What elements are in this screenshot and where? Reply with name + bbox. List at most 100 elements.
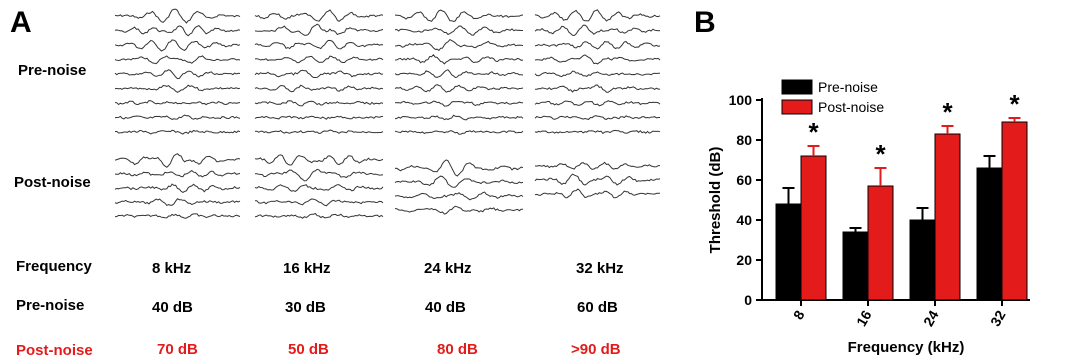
abr-waveform-traces — [114, 8, 661, 219]
bar-pre-noise — [842, 231, 869, 301]
x-tick-label: 24 — [920, 307, 942, 329]
abr-trace — [114, 8, 241, 24]
abr-trace — [534, 173, 661, 186]
abr-trace — [534, 115, 660, 120]
abr-trace — [534, 54, 661, 65]
abr-trace — [394, 114, 524, 121]
abr-trace — [114, 39, 241, 52]
bar-post-noise — [867, 185, 894, 301]
abr-trace — [394, 100, 524, 107]
abr-trace — [254, 39, 384, 50]
abr-trace — [394, 9, 524, 23]
abr-trace — [255, 198, 384, 207]
pre-noise-cell: 40 dB — [152, 299, 193, 316]
x-axis-label: Frequency (kHz) — [848, 339, 965, 356]
legend-swatch — [781, 79, 813, 95]
abr-trace — [254, 84, 384, 93]
abr-trace — [254, 100, 384, 107]
bar-post-noise — [1001, 121, 1028, 301]
panel-b-letter: B — [694, 6, 716, 39]
significance-marker: * — [808, 117, 819, 147]
x-tick-label: 32 — [987, 307, 1009, 329]
abr-trace — [114, 24, 241, 37]
abr-trace — [534, 24, 661, 37]
bar-post-noise — [800, 155, 827, 301]
abr-trace — [114, 55, 241, 65]
legend-label: Post-noise — [818, 99, 884, 115]
bar-pre-noise — [909, 219, 936, 301]
abr-trace — [254, 115, 384, 120]
abr-trace — [114, 198, 241, 207]
abr-trace — [254, 184, 384, 192]
abr-trace — [254, 23, 384, 36]
abr-trace — [534, 9, 661, 22]
frequency-cell: 16 kHz — [283, 260, 331, 277]
threshold-bar-chart: 0 20 40 60 80 100 Threshold (dB) * 8 * 16 * 24 * 32 Fre… — [707, 79, 1030, 356]
abr-trace — [394, 191, 524, 201]
significance-marker: * — [1009, 89, 1020, 119]
x-tick-label: 8 — [790, 307, 808, 322]
bar-pre-noise — [976, 167, 1003, 301]
abr-trace — [254, 9, 384, 23]
legend-swatch — [781, 99, 813, 115]
significance-marker: * — [942, 97, 953, 127]
abr-trace — [394, 175, 524, 188]
abr-trace — [534, 70, 660, 78]
abr-trace — [114, 114, 241, 120]
pre-noise-cell: 40 dB — [425, 299, 466, 316]
abr-trace — [394, 25, 523, 36]
bar-pre-noise — [775, 203, 802, 301]
frequency-cell: 8 kHz — [152, 260, 192, 277]
abr-trace — [114, 84, 241, 93]
abr-trace — [394, 84, 524, 93]
panel-a-letter: A — [10, 6, 32, 39]
abr-trace — [254, 69, 384, 78]
y-axis-label: Threshold (dB) — [707, 147, 724, 254]
abr-trace — [535, 84, 660, 93]
abr-trace — [254, 154, 384, 166]
abr-trace — [394, 54, 524, 65]
abr-trace — [254, 212, 384, 219]
y-tick-label: 20 — [736, 252, 752, 268]
y-tick-label: 40 — [736, 212, 752, 228]
significance-marker: * — [875, 139, 886, 169]
pre-noise-cell: 60 dB — [577, 299, 618, 316]
frequency-cell: 24 kHz — [424, 260, 472, 277]
post-noise-cell: 70 dB — [157, 341, 198, 358]
abr-trace — [394, 69, 524, 79]
pre-noise-row-label: Pre-noise — [16, 297, 85, 314]
abr-trace — [114, 69, 241, 80]
frequency-cell: 32 kHz — [576, 260, 624, 277]
abr-trace — [114, 213, 241, 219]
frequency-row-label: Frequency — [16, 258, 92, 275]
abr-trace — [534, 129, 661, 135]
abr-trace — [254, 55, 384, 64]
abr-trace — [254, 129, 384, 135]
y-tick-label: 60 — [736, 172, 752, 188]
x-tick-label: 16 — [853, 307, 875, 329]
abr-trace — [394, 159, 524, 177]
abr-trace — [114, 169, 241, 178]
y-tick-label: 0 — [744, 292, 752, 308]
post-noise-cell: 50 dB — [288, 341, 329, 358]
post-noise-cell: 80 dB — [437, 341, 478, 358]
abr-trace — [114, 183, 241, 193]
abr-trace — [394, 38, 524, 52]
abr-trace — [534, 41, 661, 50]
post-noise-row-label: Post-noise — [16, 342, 93, 359]
abr-trace — [115, 129, 241, 135]
abr-trace — [254, 168, 384, 182]
legend-label: Pre-noise — [818, 79, 878, 95]
y-tick-label: 100 — [729, 92, 753, 108]
abr-trace — [534, 161, 660, 170]
post-noise-trace-label: Post-noise — [14, 174, 91, 191]
post-noise-cell: >90 dB — [571, 341, 621, 358]
pre-noise-cell: 30 dB — [285, 299, 326, 316]
y-tick-label: 80 — [736, 132, 752, 148]
abr-trace — [394, 130, 524, 135]
abr-trace — [394, 205, 523, 215]
abr-trace — [534, 100, 661, 107]
abr-trace — [114, 153, 241, 168]
abr-trace — [534, 188, 661, 199]
pre-noise-trace-label: Pre-noise — [18, 62, 87, 79]
